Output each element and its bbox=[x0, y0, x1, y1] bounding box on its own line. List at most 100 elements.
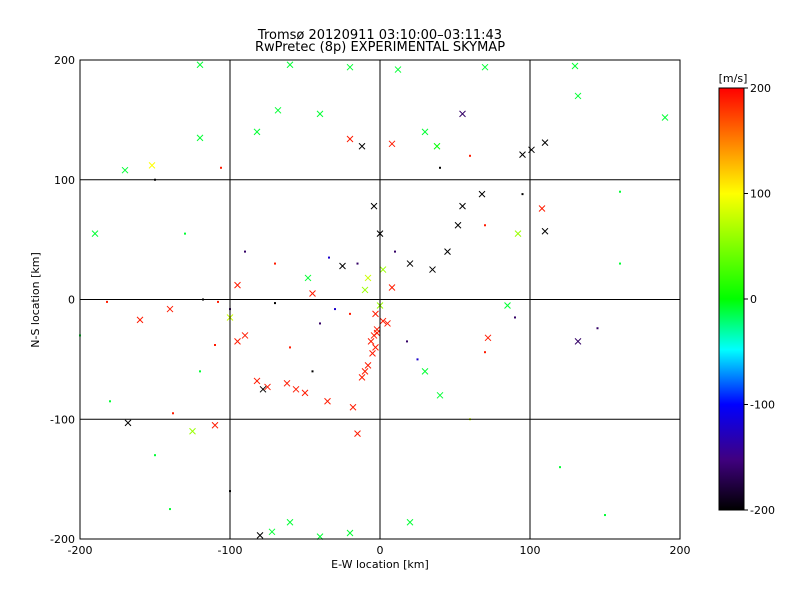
data-point-x-62 bbox=[324, 397, 331, 405]
data-point-x-82 bbox=[421, 367, 429, 375]
data-points bbox=[79, 61, 669, 540]
data-point-x-27 bbox=[406, 260, 414, 267]
data-point-dot-114 bbox=[604, 514, 606, 517]
data-point-dot-26 bbox=[394, 250, 396, 253]
data-point-x-88 bbox=[369, 350, 376, 357]
x-tick-label: 200 bbox=[670, 544, 691, 557]
data-point-x-36 bbox=[541, 227, 549, 235]
data-point-x-89 bbox=[364, 362, 372, 369]
data-point-x-1 bbox=[148, 162, 156, 169]
data-point-dot-104 bbox=[416, 358, 419, 361]
data-point-x-61 bbox=[301, 389, 309, 397]
data-point-x-70 bbox=[286, 518, 294, 526]
data-point-dot-34 bbox=[521, 193, 524, 196]
plot-frame bbox=[79, 59, 681, 540]
y-tick-labels: -200 -100 0 100 200 bbox=[50, 54, 75, 546]
data-point-x-98 bbox=[379, 266, 387, 273]
data-point-x-67 bbox=[124, 419, 132, 427]
data-point-x-58 bbox=[264, 383, 271, 391]
data-point-x-42 bbox=[309, 290, 316, 297]
data-point-x-68 bbox=[256, 532, 264, 539]
data-point-x-57 bbox=[253, 377, 261, 385]
data-point-x-60 bbox=[292, 385, 300, 393]
data-point-x-63 bbox=[349, 403, 357, 411]
data-point-x-16 bbox=[574, 92, 582, 100]
data-point-x-49 bbox=[136, 316, 144, 324]
data-point-x-59 bbox=[283, 379, 291, 387]
colorbar-tick-label: 0 bbox=[750, 293, 757, 306]
data-point-dot-110 bbox=[109, 400, 111, 403]
data-point-x-96 bbox=[361, 286, 369, 294]
y-tick-label: -100 bbox=[50, 413, 75, 426]
data-point-x-74 bbox=[574, 338, 582, 345]
y-tick-label: 200 bbox=[54, 54, 75, 67]
data-point-x-48 bbox=[166, 305, 174, 313]
data-point-x-90 bbox=[361, 367, 369, 375]
data-point-dot-102 bbox=[319, 322, 321, 325]
data-point-x-91 bbox=[358, 373, 366, 381]
data-point-dot-50 bbox=[106, 300, 108, 303]
data-point-x-2 bbox=[196, 134, 204, 142]
data-point-dot-103 bbox=[406, 340, 408, 343]
y-tick-label: -200 bbox=[50, 533, 75, 546]
data-point-x-7 bbox=[346, 135, 354, 143]
data-point-x-97 bbox=[364, 274, 372, 282]
data-point-x-6 bbox=[316, 110, 324, 118]
data-point-x-22 bbox=[481, 63, 489, 71]
y-tick-label: 100 bbox=[54, 174, 75, 187]
data-point-dot-117 bbox=[619, 262, 621, 265]
x-tick-label: 0 bbox=[377, 544, 384, 557]
x-tick-label: -200 bbox=[68, 544, 93, 557]
data-point-dot-76 bbox=[514, 316, 516, 319]
data-point-x-11 bbox=[433, 142, 441, 150]
data-point-x-83 bbox=[384, 320, 391, 327]
colorbar-tick-label: -100 bbox=[750, 399, 775, 412]
data-point-dot-44 bbox=[274, 262, 276, 265]
data-point-x-29 bbox=[444, 248, 451, 255]
data-point-x-18 bbox=[196, 61, 204, 69]
data-point-x-86 bbox=[367, 338, 375, 345]
data-point-x-9 bbox=[388, 140, 396, 148]
x-tick-labels: -200 -100 0 100 200 bbox=[68, 544, 691, 557]
data-point-dot-79 bbox=[484, 351, 486, 354]
data-point-dot-38 bbox=[356, 262, 359, 265]
data-point-dot-120 bbox=[184, 232, 186, 235]
chart-subtitle: RwPretec (8p) EXPERIMENTAL SKYMAP bbox=[255, 40, 505, 55]
data-point-x-19 bbox=[286, 61, 294, 69]
data-point-x-56 bbox=[259, 385, 267, 393]
data-point-x-54 bbox=[234, 338, 241, 345]
grid bbox=[80, 60, 680, 539]
data-point-x-73 bbox=[406, 518, 414, 526]
data-point-x-35 bbox=[538, 205, 546, 212]
data-point-x-65 bbox=[211, 421, 219, 429]
data-point-dot-106 bbox=[311, 370, 314, 373]
data-point-x-13 bbox=[519, 151, 526, 158]
colorbar-tick-label: 200 bbox=[750, 82, 771, 95]
data-point-x-32 bbox=[478, 190, 486, 198]
data-point-x-5 bbox=[274, 106, 282, 114]
data-point-x-94 bbox=[372, 310, 379, 318]
y-tick-label: 0 bbox=[68, 294, 75, 307]
colorbar-tick-labels: 200 100 0 -100 -200 bbox=[744, 82, 775, 517]
data-point-dot-3 bbox=[220, 166, 222, 169]
colorbar-tick-label: -200 bbox=[750, 504, 775, 517]
data-point-x-78 bbox=[484, 334, 492, 342]
data-point-dot-33 bbox=[484, 224, 486, 227]
data-point-dot-121 bbox=[199, 370, 201, 373]
data-point-dot-109 bbox=[172, 412, 174, 415]
data-point-x-87 bbox=[372, 344, 379, 351]
data-point-x-12 bbox=[459, 110, 466, 118]
data-point-x-93 bbox=[379, 317, 387, 325]
data-point-x-51 bbox=[91, 230, 99, 237]
data-point-x-64 bbox=[354, 430, 361, 437]
data-point-dot-115 bbox=[559, 466, 561, 469]
data-point-x-24 bbox=[370, 202, 378, 210]
data-point-x-10 bbox=[421, 128, 429, 136]
data-point-x-21 bbox=[394, 66, 402, 73]
data-point-x-28 bbox=[429, 266, 436, 273]
x-tick-label: 100 bbox=[520, 544, 541, 557]
colorbar-label: [m/s] bbox=[719, 72, 748, 85]
data-point-dot-100 bbox=[349, 312, 351, 315]
